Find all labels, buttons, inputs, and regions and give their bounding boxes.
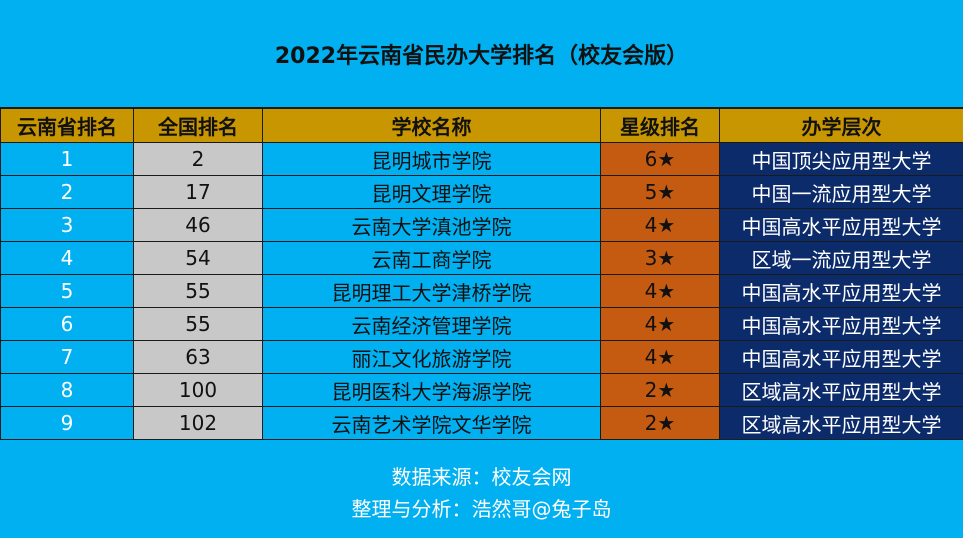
data-source-note: 数据来源：校友会网 — [391, 464, 572, 489]
footer: 数据来源：校友会网 整理与分析：浩然哥@兔子岛 — [0, 447, 963, 538]
national-rank-cell: 63 — [133, 340, 263, 374]
national-rank-cell: 17 — [133, 175, 263, 209]
school-name-cell: 昆明城市学院 — [262, 142, 601, 176]
yunnan-rank-cell: 5 — [0, 274, 134, 308]
level-cell: 区域一流应用型大学 — [719, 241, 963, 275]
author-note: 整理与分析：浩然哥@兔子岛 — [351, 496, 612, 521]
school-name-cell: 云南大学滇池学院 — [262, 208, 601, 242]
yunnan-rank-cell: 3 — [0, 208, 134, 242]
level-cell: 中国高水平应用型大学 — [719, 274, 963, 308]
yunnan-rank-cell: 1 — [0, 142, 134, 176]
yunnan-rank-cell: 8 — [0, 373, 134, 407]
table-row: 4 54 云南工商学院 3★ 区域一流应用型大学 — [0, 241, 963, 275]
table-row: 5 55 昆明理工大学津桥学院 4★ 中国高水平应用型大学 — [0, 274, 963, 308]
level-cell: 区域高水平应用型大学 — [719, 373, 963, 407]
table-row: 7 63 丽江文化旅游学院 4★ 中国高水平应用型大学 — [0, 340, 963, 374]
yunnan-rank-cell: 2 — [0, 175, 134, 209]
star-rank-cell: 4★ — [600, 274, 720, 308]
star-rank-cell: 4★ — [600, 307, 720, 341]
header-star-rank: 星级排名 — [600, 108, 720, 143]
school-name-cell: 云南工商学院 — [262, 241, 601, 275]
star-rank-cell: 2★ — [600, 373, 720, 407]
star-rank-cell: 4★ — [600, 340, 720, 374]
header-school-name: 学校名称 — [262, 108, 601, 143]
national-rank-cell: 54 — [133, 241, 263, 275]
star-rank-cell: 4★ — [600, 208, 720, 242]
header-national-rank: 全国排名 — [133, 108, 263, 143]
school-name-cell: 昆明医科大学海源学院 — [262, 373, 601, 407]
level-cell: 中国高水平应用型大学 — [719, 340, 963, 374]
page-title: 2022年云南省民办大学排名（校友会版） — [0, 0, 963, 108]
table-row: 8 100 昆明医科大学海源学院 2★ 区域高水平应用型大学 — [0, 373, 963, 407]
level-cell: 区域高水平应用型大学 — [719, 406, 963, 440]
star-rank-cell: 2★ — [600, 406, 720, 440]
school-name-cell: 云南艺术学院文华学院 — [262, 406, 601, 440]
yunnan-rank-cell: 7 — [0, 340, 134, 374]
school-name-cell: 昆明文理学院 — [262, 175, 601, 209]
level-cell: 中国高水平应用型大学 — [719, 307, 963, 341]
star-rank-cell: 5★ — [600, 175, 720, 209]
table-row: 6 55 云南经济管理学院 4★ 中国高水平应用型大学 — [0, 307, 963, 341]
school-name-cell: 昆明理工大学津桥学院 — [262, 274, 601, 308]
star-rank-cell: 6★ — [600, 142, 720, 176]
header-level: 办学层次 — [719, 108, 963, 143]
star-rank-cell: 3★ — [600, 241, 720, 275]
level-cell: 中国顶尖应用型大学 — [719, 142, 963, 176]
ranking-table: 云南省排名 全国排名 学校名称 星级排名 办学层次 1 2 昆明城市学院 6★ … — [0, 108, 963, 440]
level-cell: 中国一流应用型大学 — [719, 175, 963, 209]
national-rank-cell: 100 — [133, 373, 263, 407]
school-name-cell: 云南经济管理学院 — [262, 307, 601, 341]
school-name-cell: 丽江文化旅游学院 — [262, 340, 601, 374]
header-yunnan-rank: 云南省排名 — [0, 108, 134, 143]
national-rank-cell: 46 — [133, 208, 263, 242]
level-cell: 中国高水平应用型大学 — [719, 208, 963, 242]
header-row: 云南省排名 全国排名 学校名称 星级排名 办学层次 — [0, 108, 963, 143]
yunnan-rank-cell: 9 — [0, 406, 134, 440]
yunnan-rank-cell: 6 — [0, 307, 134, 341]
table-row: 9 102 云南艺术学院文华学院 2★ 区域高水平应用型大学 — [0, 406, 963, 440]
national-rank-cell: 55 — [133, 307, 263, 341]
table-row: 3 46 云南大学滇池学院 4★ 中国高水平应用型大学 — [0, 208, 963, 242]
table-row: 1 2 昆明城市学院 6★ 中国顶尖应用型大学 — [0, 142, 963, 176]
national-rank-cell: 102 — [133, 406, 263, 440]
national-rank-cell: 2 — [133, 142, 263, 176]
yunnan-rank-cell: 4 — [0, 241, 134, 275]
table-row: 2 17 昆明文理学院 5★ 中国一流应用型大学 — [0, 175, 963, 209]
national-rank-cell: 55 — [133, 274, 263, 308]
